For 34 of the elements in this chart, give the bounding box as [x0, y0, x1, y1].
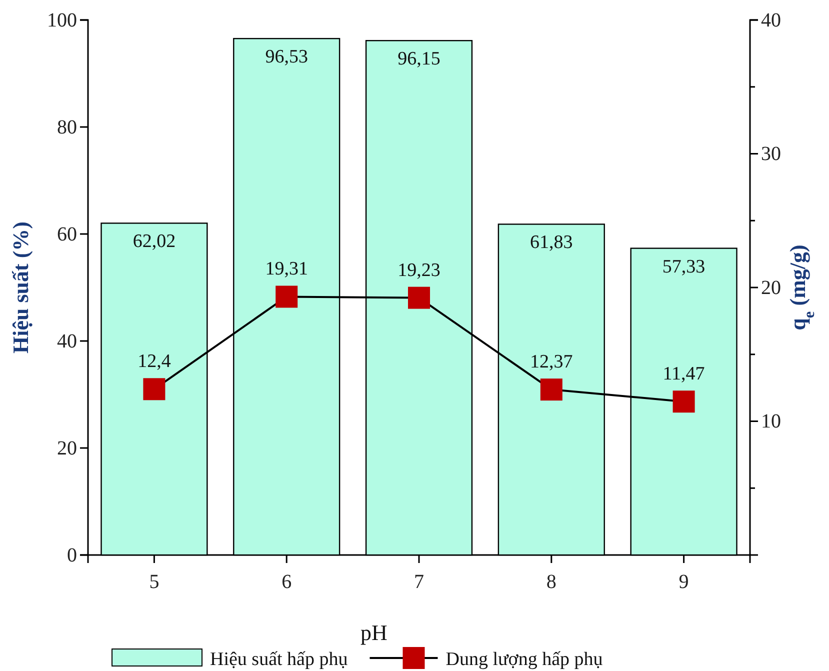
point	[672, 390, 695, 413]
point	[276, 286, 298, 308]
data-label: 62,02	[132, 231, 176, 252]
x-tick-label: 6	[282, 571, 292, 593]
point	[143, 378, 166, 400]
x-tick-label: 5	[149, 571, 160, 593]
x-tick-label: 7	[414, 571, 424, 593]
point	[408, 286, 430, 309]
x-axis-title: pH	[360, 620, 388, 645]
legend-label: Hiệu suất hấp phụ	[210, 649, 348, 670]
data-label: 12,4	[138, 351, 172, 372]
point	[540, 378, 562, 401]
y2-tick-label: 40	[761, 9, 781, 32]
y-tick-label: 40	[57, 330, 77, 352]
x-tick-label: 8	[546, 571, 556, 593]
y2-tick-label: 20	[761, 276, 781, 299]
data-label: 19,23	[398, 260, 440, 281]
data-label: 96,15	[398, 48, 440, 70]
data-label: 11,47	[662, 364, 705, 385]
data-label: 96,53	[265, 46, 308, 68]
data-label: 19,31	[265, 258, 308, 280]
y-tick-label: 100	[47, 9, 77, 32]
y-tick-label: 20	[57, 437, 77, 460]
data-label: 61,83	[530, 232, 573, 254]
y2-tick-label: 10	[761, 410, 781, 433]
legend-label: Dung lượng hấp phụ	[446, 649, 604, 670]
y-tick-label: 80	[57, 116, 77, 138]
x-tick-label: 9	[678, 571, 689, 593]
data-label: 12,37	[530, 352, 573, 373]
y2-tick-label: 30	[761, 143, 781, 166]
y-tick-label: 60	[57, 223, 77, 246]
y-axis-title: Hiệu suất (%)	[8, 222, 33, 354]
y-tick-label: 0	[67, 544, 77, 566]
data-label: 57,33	[662, 256, 706, 278]
